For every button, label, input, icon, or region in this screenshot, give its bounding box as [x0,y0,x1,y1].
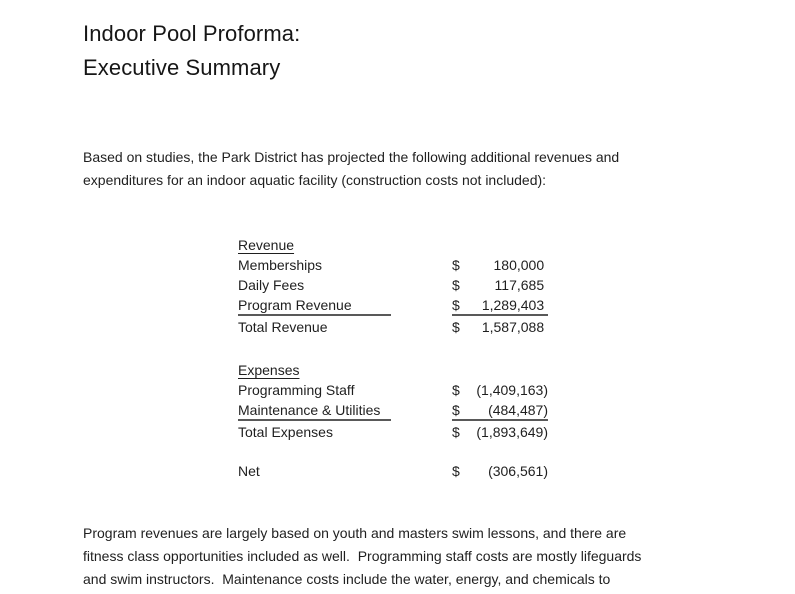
closing-line-3: and swim instructors. Maintenance costs … [83,571,611,587]
page-title-line-1: Indoor Pool Proforma: [83,21,301,46]
closing-line-2: fitness class opportunities included as … [83,548,642,564]
closing-paragraph: Program revenues are largely based on yo… [83,522,641,591]
amount-cell: $ (1,893,649) [452,423,548,442]
currency-symbol: $ [452,382,460,398]
currency-symbol: $ [452,402,460,418]
table-row-total-revenue: Total Revenue $ 1,587,088 [238,318,548,338]
intro-line-2: expenditures for an indoor aquatic facil… [83,172,547,188]
row-label: Programming Staff [238,382,355,398]
amount-cell: $ 1,289,403 [452,296,548,316]
amount-cell: $ 1,587,088 [452,318,548,337]
amount-value: (484,487) [488,402,548,418]
row-label: Daily Fees [238,277,305,293]
row-label: Program Revenue [238,296,391,316]
table-row-total-expenses: Total Expenses $ (1,893,649) [238,423,548,443]
page-title: Indoor Pool Proforma: Executive Summary [83,17,300,85]
amount-cell: $ (306,561) [452,462,548,481]
amount-value: (306,561) [488,463,548,479]
closing-line-1: Program revenues are largely based on yo… [83,525,627,541]
currency-symbol: $ [452,277,460,293]
amount-value: 180,000 [493,257,548,273]
table-row-programming-staff: Programming Staff $ (1,409,163) [238,381,548,401]
currency-symbol: $ [452,463,460,479]
amount-value: (1,409,163) [476,382,548,398]
financial-table: Revenue Memberships $ 180,000 Daily Fees… [238,236,548,482]
table-row-maintenance-utilities: Maintenance & Utilities $ (484,487) [238,401,548,421]
amount-value: 1,289,403 [481,297,548,313]
table-row-program-revenue: Program Revenue $ 1,289,403 [238,296,548,316]
table-row-revenue-header: Revenue [238,236,548,256]
amount-cell: $ 117,685 [452,276,548,295]
table-row-net: Net $ (306,561) [238,462,548,482]
amount-cell: $ 180,000 [452,256,548,275]
table-row-expenses-header: Expenses [238,361,548,381]
amount-value: 117,685 [494,277,548,293]
table-row-memberships: Memberships $ 180,000 [238,256,548,276]
intro-line-1: Based on studies, the Park District has … [83,149,620,165]
row-label: Net [238,463,260,479]
row-label: Total Expenses [238,424,333,440]
table-row-daily-fees: Daily Fees $ 117,685 [238,276,548,296]
revenue-section-header: Revenue [238,237,295,253]
row-label: Memberships [238,257,323,273]
amount-cell: $ (1,409,163) [452,381,548,400]
row-label: Total Revenue [238,319,328,335]
row-label: Maintenance & Utilities [238,401,391,421]
page-title-line-2: Executive Summary [83,55,281,80]
intro-paragraph: Based on studies, the Park District has … [83,146,619,192]
currency-symbol: $ [452,297,460,313]
currency-symbol: $ [452,424,460,440]
currency-symbol: $ [452,257,460,273]
amount-cell: $ (484,487) [452,401,548,421]
currency-symbol: $ [452,319,460,335]
expenses-section-header: Expenses [238,362,300,378]
amount-value: (1,893,649) [476,424,548,440]
amount-value: 1,587,088 [481,319,548,335]
